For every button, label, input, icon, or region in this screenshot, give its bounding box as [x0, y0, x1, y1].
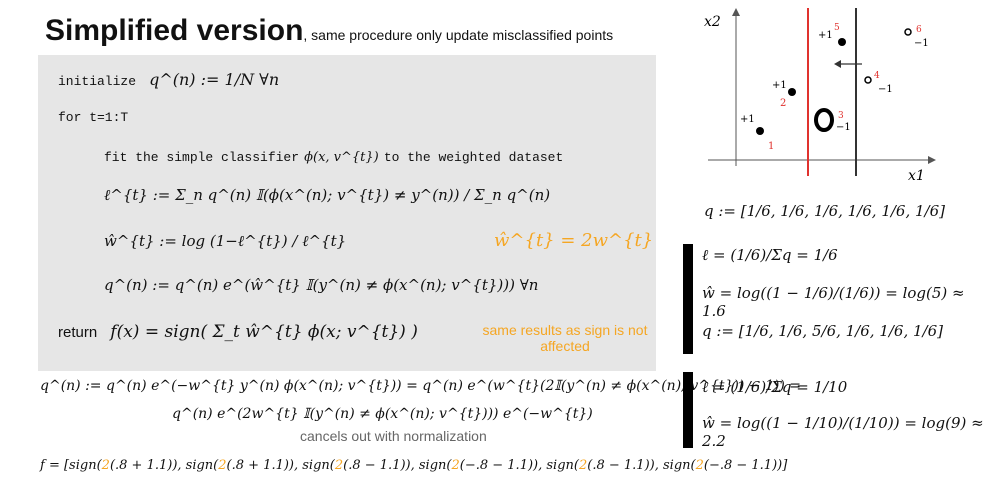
round2-loss: ℓ = (1/6)/Σq = 1/10	[702, 378, 848, 396]
term-post: (.8 − 1.1)),	[343, 458, 419, 473]
data-point-filled	[756, 127, 764, 135]
init-line: initialize q^(n) := 1/N ∀n	[58, 70, 279, 89]
data-point-filled	[788, 88, 796, 96]
return-keyword: return	[58, 324, 98, 341]
point-label: +1	[772, 80, 787, 91]
term-post: (.8 + 1.1)),	[226, 458, 303, 473]
term-pre: sign(	[546, 458, 579, 473]
loss-formula: ℓ^{t} := Σ_n q^(n) 𝕀(ϕ(x^(n); v^{t}) ≠ y…	[104, 186, 551, 204]
loop-line: for t=1:T	[58, 110, 129, 125]
round1-bracket	[683, 244, 693, 354]
return-formula: f(x) = sign( Σ_t ŵ^{t} ϕ(x; v^{t}) )	[110, 322, 418, 342]
fit-suffix: to the weighted dataset	[383, 150, 564, 165]
title-subtitle: , same procedure only update misclassifi…	[303, 27, 614, 43]
round1-loss: ℓ = (1/6)/Σq = 1/6	[702, 246, 838, 264]
round1-w: ŵ = log((1 − 1/6)/(1/6)) = log(5) ≈ 1.6	[702, 284, 965, 320]
point-label: −1	[914, 38, 929, 49]
term-post: (.8 + 1.1)),	[109, 458, 186, 473]
final-term: sign(2(.8 − 1.1)),	[546, 458, 663, 473]
term-coef: 2	[101, 458, 110, 473]
term-pre: sign(	[302, 458, 335, 473]
term-pre: sign(	[662, 458, 696, 473]
point-index: 5	[834, 23, 840, 33]
round2-bracket	[683, 372, 693, 448]
term-coef: 2	[695, 458, 704, 473]
derivation-line-2: q^(n) e^(2w^{t} 𝕀(y^(n) ≠ ϕ(x^(n); v^{t}…	[172, 406, 593, 422]
slide-title: Simplified version, same procedure only …	[45, 14, 613, 48]
final-term: sign(2(.8 − 1.1)),	[302, 458, 419, 473]
sign-note: same results as sign is not affected	[482, 322, 648, 354]
point-label: +1	[740, 114, 755, 125]
derivation-line-1: q^(n) := q^(n) e^(−w^{t} y^(n) ϕ(x^(n); …	[40, 378, 801, 394]
term-coef: 2	[334, 458, 344, 473]
term-post: (−.8 − 1.1)),	[459, 458, 547, 473]
update-formula: q^(n) := q^(n) e^(ŵ^{t} 𝕀(y^(n) ≠ ϕ(x^(n…	[104, 276, 539, 294]
weight-formula: ŵ^{t} := log (1−ℓ^{t}) / ℓ^{t}	[104, 232, 347, 250]
term-coef: 2	[218, 458, 227, 473]
return-line: return f(x) = sign( Σ_t ŵ^{t} ϕ(x; v^{t}…	[58, 322, 418, 342]
point-index: 4	[874, 71, 880, 81]
point-index: 2	[780, 98, 786, 109]
x-axis-arrow-icon	[928, 156, 936, 164]
final-term: sign(2(.8 + 1.1)),	[69, 458, 186, 473]
init-keyword: initialize	[58, 74, 137, 89]
cancel-note: cancels out with normalization	[300, 428, 487, 444]
round1-q: q := [1/6, 1/6, 5/6, 1/6, 1/6, 1/6]	[702, 322, 943, 340]
point-label: +1	[818, 30, 833, 41]
final-term: sign(2(.8 + 1.1)),	[186, 458, 303, 473]
point-index: 3	[838, 111, 844, 121]
algorithm-panel	[38, 55, 656, 371]
data-point-hollow	[904, 28, 912, 36]
term-pre: sign(	[69, 458, 102, 473]
fit-prefix: fit the simple classifier	[104, 150, 300, 165]
point-label: −1	[836, 122, 851, 133]
shift-arrow-icon	[834, 60, 841, 68]
fit-phi: ϕ(x, v^{t})	[304, 150, 379, 165]
title-main: Simplified version	[45, 14, 304, 47]
y-axis-label: x2	[704, 14, 721, 30]
point-label: −1	[878, 84, 893, 95]
term-pre: sign(	[185, 458, 219, 473]
x-axis-label: x1	[908, 168, 925, 184]
term-coef: 2	[451, 458, 460, 473]
final-term: sign(2(−.8 − 1.1))]	[663, 458, 787, 473]
point-index: 1	[768, 141, 774, 152]
term-post: (−.8 − 1.1))]	[703, 458, 788, 473]
point-index: 6	[916, 25, 922, 35]
q-initial: q := [1/6, 1/6, 1/6, 1/6, 1/6, 1/6]	[704, 202, 945, 220]
final-term: sign(2(−.8 − 1.1)),	[419, 458, 547, 473]
classifier-plot: x2 x1 +1 1 +1 2 3 −1 4 −1 +1 5 6 −1	[704, 8, 936, 184]
final-sign-expression: f = [sign(2(.8 + 1.1)), sign(2(.8 + 1.1)…	[40, 458, 787, 473]
term-pre: sign(	[418, 458, 452, 473]
data-point-filled	[838, 38, 846, 46]
data-point-hollow	[864, 76, 872, 84]
scaling-note: ŵ^{t} = 2w^{t}	[494, 230, 654, 251]
y-axis-arrow-icon	[732, 8, 740, 16]
round2-w: ŵ = log((1 − 1/10)/(1/10)) = log(9) ≈ 2.…	[702, 414, 984, 450]
term-post: (.8 − 1.1)),	[587, 458, 663, 473]
term-coef: 2	[578, 458, 588, 473]
data-point-hollow-large	[814, 108, 834, 132]
fit-line: fit the simple classifier ϕ(x, v^{t}) to…	[104, 146, 563, 165]
init-formula: q^(n) := 1/N ∀n	[149, 70, 280, 89]
final-prefix: f = [	[40, 458, 70, 473]
